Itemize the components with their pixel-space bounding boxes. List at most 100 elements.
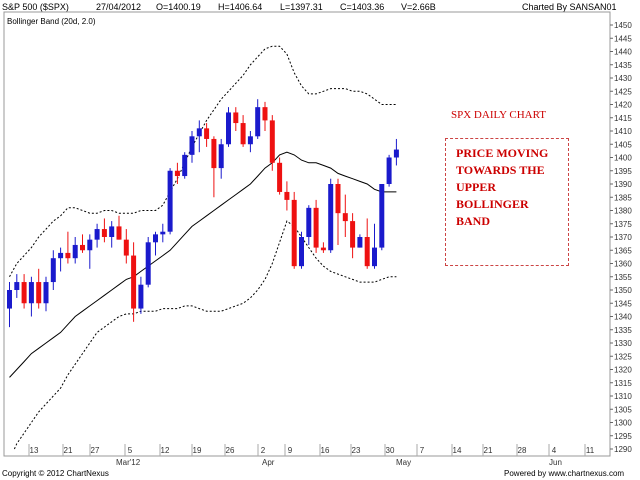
candle-body (94, 229, 100, 240)
y-tick-label: 1340 (614, 313, 632, 322)
candle-body (247, 136, 253, 145)
x-tick-label: 14 (453, 446, 462, 455)
candle (211, 136, 217, 198)
candle (101, 218, 107, 243)
candle-body (101, 229, 107, 237)
candle (364, 218, 370, 269)
candle (335, 178, 341, 245)
candle (291, 191, 297, 269)
month-label: Mar'12 (116, 458, 141, 467)
candle-body (357, 237, 363, 248)
candle-body (306, 207, 312, 237)
candle (393, 138, 399, 166)
candle-body (393, 149, 399, 158)
y-tick-label: 1425 (614, 87, 632, 96)
candle-body (364, 237, 370, 267)
candle-body (109, 226, 115, 237)
candle (80, 234, 85, 253)
x-tick-label: 7 (420, 446, 425, 455)
candle-body (240, 123, 246, 145)
candle-body (160, 231, 166, 235)
candle-body (50, 258, 56, 283)
y-tick-label: 1330 (614, 339, 632, 348)
y-tick-label: 1445 (614, 34, 632, 43)
header-open: O=1400.19 (156, 2, 201, 12)
annotation-title: SPX DAILY CHART (451, 109, 547, 121)
candle-body (262, 107, 268, 121)
y-tick-label: 1300 (614, 419, 632, 428)
candle-body (284, 191, 290, 200)
candle-body (174, 170, 180, 177)
candle (350, 213, 356, 259)
y-tick-label: 1345 (614, 299, 632, 308)
y-tick-label: 1405 (614, 140, 632, 149)
y-tick-label: 1400 (614, 154, 632, 163)
candle (386, 154, 392, 187)
candle-body (7, 290, 12, 309)
candle (138, 276, 144, 314)
candle-body (167, 170, 173, 232)
candle (299, 231, 304, 269)
candle-body (218, 144, 224, 169)
candle (145, 237, 151, 288)
candle-body (313, 207, 319, 248)
candle-body (28, 282, 34, 304)
candle-body (14, 282, 20, 290)
candle-body (386, 157, 392, 184)
x-tick-label: 21 (484, 446, 493, 455)
candle (28, 276, 34, 317)
powered-by-text: Powered by www.chartnexus.com (504, 469, 625, 478)
y-tick-label: 1365 (614, 246, 632, 255)
candle-body (153, 234, 158, 243)
y-tick-label: 1305 (614, 405, 632, 414)
candle (379, 184, 385, 251)
candle (50, 250, 56, 290)
y-tick-label: 1310 (614, 392, 632, 401)
candle (7, 282, 12, 328)
y-tick-label: 1415 (614, 114, 632, 123)
y-tick-label: 1335 (614, 326, 632, 335)
candle (174, 162, 180, 184)
candle (167, 168, 173, 235)
candle (342, 194, 348, 237)
x-tick-label: 2 (261, 446, 266, 455)
y-tick-label: 1420 (614, 101, 632, 110)
candle-body (87, 239, 93, 251)
y-tick-label: 1320 (614, 366, 632, 375)
candle-body (233, 112, 239, 124)
candle-body (72, 244, 78, 259)
header-high: H=1406.64 (218, 2, 263, 12)
candle (65, 231, 71, 264)
candle (226, 107, 231, 147)
candle-body (226, 112, 231, 145)
y-tick-label: 1450 (614, 21, 632, 30)
annotation-box: PRICE MOVING TOWARDS THE UPPER BOLLINGER… (445, 138, 569, 266)
candle (269, 115, 275, 171)
candle-body (58, 252, 64, 259)
candle-body (145, 242, 151, 285)
y-tick-label: 1430 (614, 74, 632, 83)
charted-by: Charted By SANSAN01 (522, 2, 617, 12)
candle-body (291, 199, 297, 267)
y-tick-label: 1350 (614, 286, 632, 295)
header-low: L=1397.31 (280, 2, 323, 12)
y-tick-label: 1295 (614, 432, 632, 441)
candle (247, 131, 253, 153)
x-tick-label: 13 (30, 446, 39, 455)
header-close: C=1403.36 (340, 2, 385, 12)
candle-body (204, 128, 210, 139)
candle (306, 205, 312, 245)
candle (72, 237, 78, 264)
x-tick-label: 23 (352, 446, 361, 455)
candle (240, 115, 246, 147)
candle-body (277, 162, 283, 192)
candle-body (342, 213, 348, 222)
candle (94, 223, 100, 248)
candle-body (328, 184, 334, 251)
y-tick-label: 1385 (614, 193, 632, 202)
candle-body (335, 184, 341, 214)
y-tick-label: 1355 (614, 273, 632, 282)
x-tick-label: 5 (128, 446, 133, 455)
